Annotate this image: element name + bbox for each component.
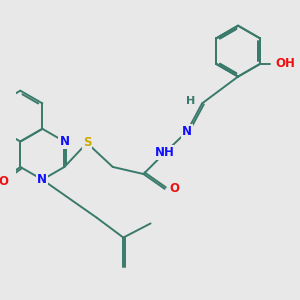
Text: NH: NH (155, 146, 175, 159)
Text: OH: OH (275, 57, 295, 70)
Text: O: O (169, 182, 179, 195)
Text: H: H (187, 96, 196, 106)
Text: S: S (83, 136, 91, 149)
Text: N: N (59, 135, 69, 148)
Text: N: N (38, 173, 47, 186)
Text: O: O (0, 175, 8, 188)
Text: N: N (182, 125, 192, 138)
